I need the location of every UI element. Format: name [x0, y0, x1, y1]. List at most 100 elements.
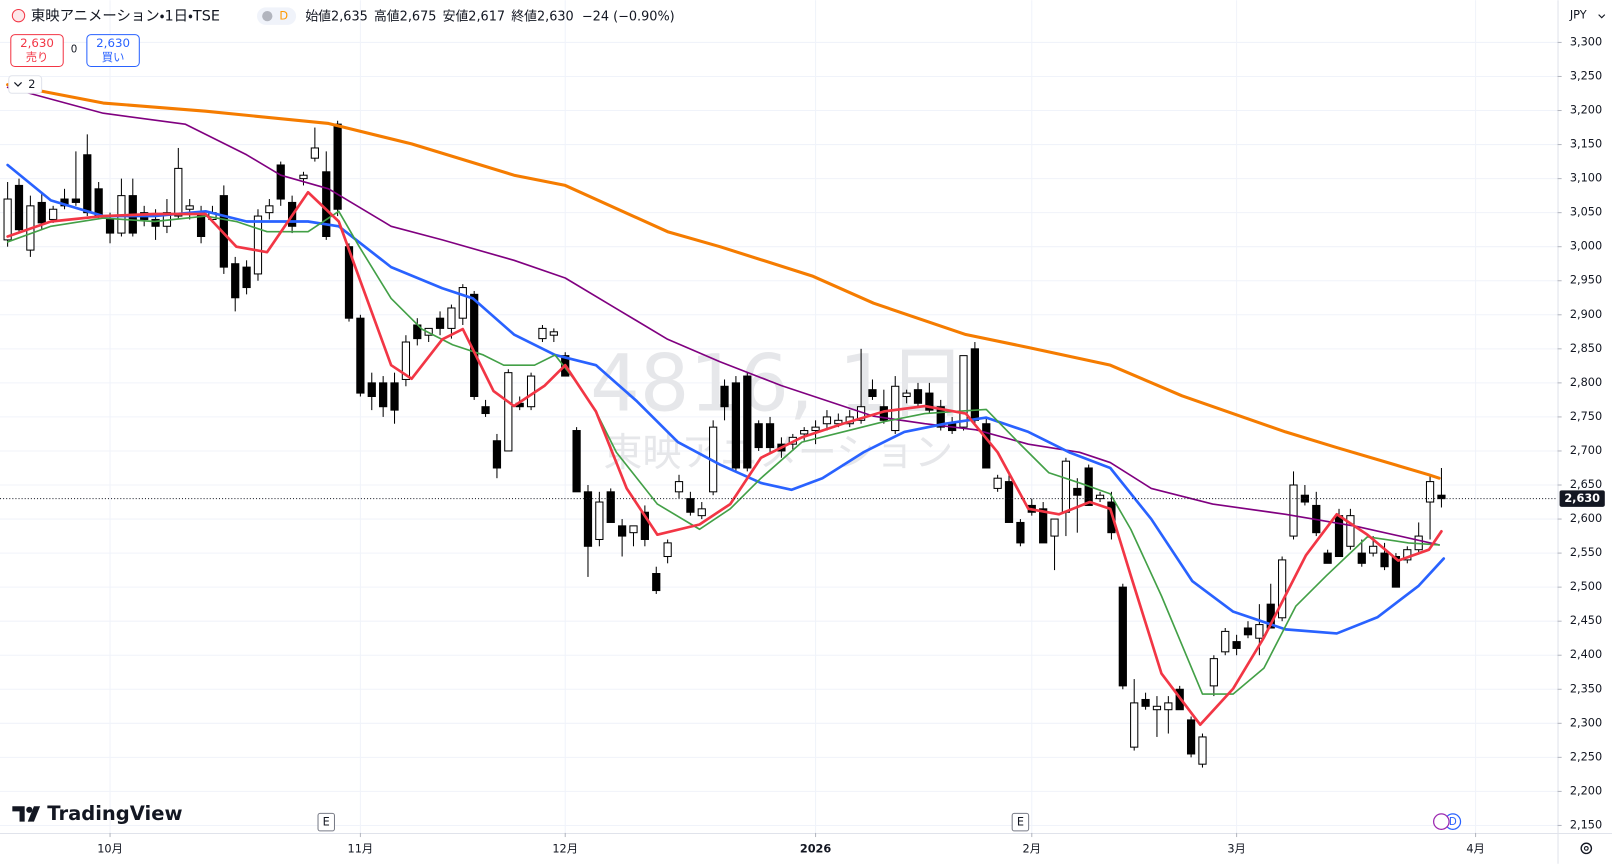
candle-body	[49, 208, 58, 220]
y-tick-label: 2,700	[1570, 444, 1602, 457]
y-tick-label: 2,450	[1570, 614, 1602, 627]
candle-body	[800, 430, 809, 435]
candle-body	[435, 317, 445, 329]
ohlc-label: 終値	[511, 8, 537, 24]
buy-button[interactable]	[86, 34, 140, 68]
candle-body	[1164, 702, 1173, 711]
candle-body	[492, 440, 502, 469]
candle-body	[982, 423, 991, 469]
settings-icon-core	[1583, 845, 1589, 851]
candle-body	[811, 426, 820, 432]
buy-price: 2,630	[96, 36, 130, 50]
currency-chevron	[1598, 14, 1606, 19]
candle-body	[1073, 487, 1082, 496]
candle-body	[731, 382, 741, 469]
candle-body	[1061, 460, 1071, 513]
y-tick-label: 2,400	[1570, 648, 1602, 661]
toggle-chevron	[13, 82, 23, 87]
y-tick-label: 2,800	[1570, 376, 1602, 389]
candle-body	[356, 317, 365, 394]
candle-body	[1232, 641, 1241, 649]
candle-body	[299, 174, 308, 180]
candle-body	[37, 201, 46, 224]
y-tick-label: 3,300	[1570, 35, 1602, 48]
buy-label: 買い	[102, 51, 125, 64]
ohlc-legend: 始値2,635 高値2,675 安値2,617 終値2,630 −24 (−0.…	[305, 8, 674, 24]
candle-body	[1380, 552, 1389, 568]
x-tick-label: 2月	[1023, 842, 1042, 855]
candle-body	[697, 508, 706, 517]
candle-body	[1141, 698, 1150, 707]
candle-body	[151, 218, 160, 227]
y-tick-label: 2,200	[1570, 784, 1602, 797]
candle-body	[504, 372, 513, 452]
y-tick-label: 3,200	[1570, 104, 1602, 117]
candle-body	[925, 392, 934, 411]
logo-dot	[26, 806, 33, 813]
sell-label: 売り	[26, 51, 49, 64]
candle-body	[1391, 555, 1401, 588]
ohlc-label: 高値	[374, 8, 400, 24]
candle-body	[1437, 494, 1446, 500]
event-marker-alt[interactable]	[1433, 813, 1450, 830]
candle-body	[1050, 518, 1059, 537]
candle-body	[572, 430, 581, 493]
candle-body	[538, 327, 547, 340]
y-tick-label: 2,850	[1570, 342, 1602, 355]
candle-body	[458, 287, 467, 319]
candle-body	[765, 423, 775, 449]
logo-text: TradingView	[47, 802, 182, 825]
candle-body	[401, 341, 411, 380]
ohlc-label: 始値	[305, 8, 331, 24]
x-tick-label: 4月	[1466, 842, 1484, 855]
ma-line	[6, 163, 1446, 635]
y-tick-label: 2,750	[1570, 410, 1602, 423]
candle-body	[1425, 481, 1435, 503]
candle-body	[1323, 552, 1332, 564]
price-label: 2,630	[1564, 492, 1600, 505]
candle-body	[754, 423, 763, 449]
candle-body	[1198, 736, 1207, 765]
branding: TradingView	[12, 802, 182, 825]
candle-body	[1243, 627, 1253, 636]
candle-body	[1289, 484, 1298, 537]
y-tick-label: 2,550	[1570, 546, 1602, 559]
sell-button[interactable]	[10, 34, 64, 68]
candle-body	[993, 477, 1002, 489]
header: 東映アニメーション・1日・TSE D 始値2,635 高値2,675 安値2,6…	[8, 7, 675, 94]
y-tick-label: 3,250	[1570, 69, 1602, 82]
status-dot	[262, 11, 273, 22]
x-tick-label: 11月	[348, 842, 374, 855]
candle-body	[936, 406, 945, 428]
candle-body	[1255, 624, 1264, 639]
y-tick-label: 2,650	[1570, 478, 1602, 491]
candle-body	[526, 375, 536, 408]
y-tick-label: 3,150	[1570, 138, 1602, 151]
settings-icon[interactable]	[1580, 842, 1593, 855]
candle-body	[822, 416, 832, 425]
candle-body	[1346, 515, 1355, 547]
grid	[0, 0, 1558, 833]
symbol-title[interactable]: 東映アニメーション・1日・TSE	[31, 8, 220, 25]
candle-body	[1152, 705, 1162, 711]
ma-line	[6, 190, 1443, 727]
candle-body	[618, 525, 627, 537]
candle-body	[71, 198, 81, 203]
candle-body	[629, 525, 638, 534]
candle-body	[868, 389, 877, 398]
y-tick-label: 2,500	[1570, 580, 1602, 593]
candle-body	[174, 167, 183, 217]
logo-slash	[27, 806, 41, 822]
candle-body	[663, 542, 672, 558]
candle-body	[743, 375, 752, 469]
x-tick-label: 12月	[552, 842, 578, 855]
candle-body	[1130, 702, 1139, 748]
candle-body	[94, 188, 103, 217]
candle-body	[1095, 494, 1105, 500]
currency[interactable]: JPY	[1569, 9, 1587, 22]
indicators-toggle[interactable]	[8, 75, 43, 94]
candle-body	[322, 171, 331, 237]
ohlc-change: −24 (−0.90%)	[582, 9, 675, 24]
status-badge: D	[279, 10, 288, 23]
candle-body	[686, 498, 695, 513]
